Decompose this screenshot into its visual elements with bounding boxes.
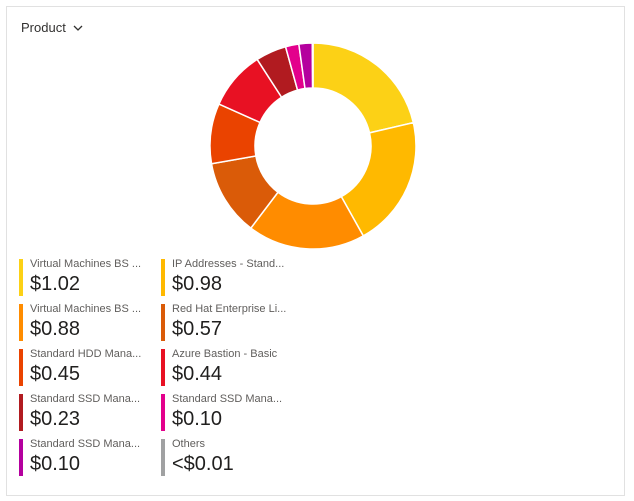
legend-label: Others: [172, 438, 206, 450]
legend-label: Standard SSD Mana...: [172, 393, 283, 405]
legend-item[interactable]: Others <$0.01: [161, 437, 301, 477]
legend-item[interactable]: Virtual Machines BS ... $1.02: [19, 257, 159, 297]
legend-value: $0.10: [30, 453, 81, 475]
legend-item[interactable]: Standard SSD Mana... $0.10: [19, 437, 159, 477]
legend-value: $0.10: [172, 408, 223, 430]
product-dropdown-label: Product: [21, 20, 66, 35]
legend-label: Standard SSD Mana...: [30, 393, 141, 405]
legend-item[interactable]: Standard HDD Mana... $0.45: [19, 347, 159, 387]
legend-label: Standard HDD Mana...: [30, 348, 142, 360]
legend-label: Standard SSD Mana...: [30, 438, 141, 450]
donut-slice-1[interactable]: [312, 42, 415, 134]
legend-item[interactable]: Standard SSD Mana... $0.23: [19, 392, 159, 432]
product-dropdown[interactable]: Product: [19, 18, 86, 38]
legend-item[interactable]: Virtual Machines BS ... $0.88: [19, 302, 159, 342]
legend-swatch: [19, 349, 23, 386]
legend-label: Azure Bastion - Basic: [172, 348, 278, 360]
legend-item[interactable]: Azure Bastion - Basic $0.44: [161, 347, 301, 387]
legend-swatch: [161, 394, 165, 431]
legend-swatch: [19, 394, 23, 431]
legend-swatch: [161, 439, 165, 476]
legend-value: $0.98: [172, 273, 223, 295]
cost-chart-card: Product Virtual Machines BS ... $1.02 IP A…: [6, 6, 625, 496]
legend-swatch: [19, 439, 23, 476]
legend-value: <$0.01: [172, 453, 234, 475]
legend-swatch: [19, 259, 23, 296]
legend-value: $0.45: [30, 363, 81, 385]
legend-value: $1.02: [30, 273, 81, 295]
legend-label: Red Hat Enterprise Li...: [172, 303, 287, 315]
legend-swatch: [161, 259, 165, 296]
legend-swatch: [161, 304, 165, 341]
legend-value: $0.23: [30, 408, 81, 430]
legend-item[interactable]: Standard SSD Mana... $0.10: [161, 392, 301, 432]
chevron-down-icon: [73, 25, 83, 31]
legend-value: $0.57: [172, 318, 223, 340]
legend-value: $0.88: [30, 318, 81, 340]
legend-value: $0.44: [172, 363, 223, 385]
legend-label: IP Addresses - Stand...: [172, 258, 285, 270]
legend-swatch: [161, 349, 165, 386]
legend-item[interactable]: IP Addresses - Stand... $0.98: [161, 257, 301, 297]
donut-slice-10[interactable]: [311, 42, 314, 89]
legend-label: Virtual Machines BS ...: [30, 258, 142, 270]
legend-label: Virtual Machines BS ...: [30, 303, 142, 315]
donut-chart: [209, 42, 417, 250]
legend-item[interactable]: Red Hat Enterprise Li... $0.57: [161, 302, 301, 342]
legend-swatch: [19, 304, 23, 341]
